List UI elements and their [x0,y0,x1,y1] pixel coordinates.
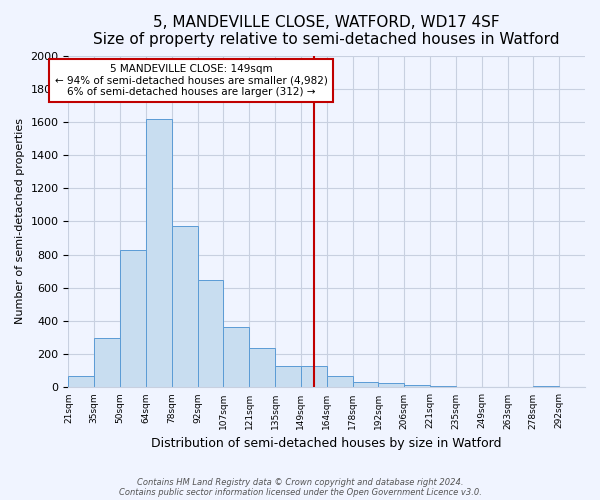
Bar [94,338,120,388]
Bar [223,327,249,388]
Bar [68,376,94,388]
Bar [197,280,223,388]
Text: 5 MANDEVILLE CLOSE: 149sqm
← 94% of semi-detached houses are smaller (4,982)
6% : 5 MANDEVILLE CLOSE: 149sqm ← 94% of semi… [55,64,328,97]
Bar [301,366,327,388]
Bar [456,386,482,388]
Text: Contains HM Land Registry data © Crown copyright and database right 2024.
Contai: Contains HM Land Registry data © Crown c… [119,478,481,497]
Bar [404,385,430,388]
Bar [327,376,353,388]
Bar [275,366,301,388]
Bar [353,382,379,388]
Y-axis label: Number of semi-detached properties: Number of semi-detached properties [15,118,25,324]
Bar [146,118,172,388]
Bar [249,348,275,388]
Title: 5, MANDEVILLE CLOSE, WATFORD, WD17 4SF
Size of property relative to semi-detache: 5, MANDEVILLE CLOSE, WATFORD, WD17 4SF S… [94,15,560,48]
Bar [430,386,456,388]
X-axis label: Distribution of semi-detached houses by size in Watford: Distribution of semi-detached houses by … [151,437,502,450]
Bar [172,226,197,388]
Bar [120,250,146,388]
Bar [379,384,404,388]
Bar [533,386,559,388]
